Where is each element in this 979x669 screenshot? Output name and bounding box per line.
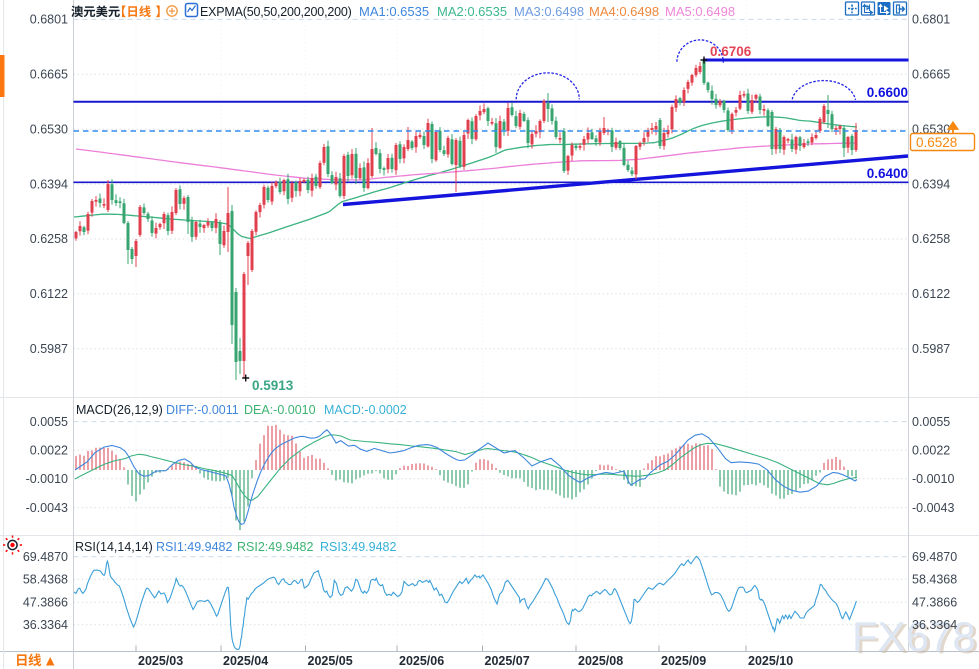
svg-text:0.6665: 0.6665 bbox=[912, 68, 950, 82]
svg-text:RSI1:49.9482: RSI1:49.9482 bbox=[156, 540, 232, 554]
svg-text:47.3866: 47.3866 bbox=[23, 595, 68, 609]
svg-text:2025/08: 2025/08 bbox=[578, 654, 623, 668]
svg-text:0.6122: 0.6122 bbox=[912, 287, 950, 301]
svg-text:0.0022: 0.0022 bbox=[912, 443, 950, 457]
svg-text:36.3364: 36.3364 bbox=[23, 618, 68, 632]
svg-text:-0.0010: -0.0010 bbox=[26, 472, 68, 486]
svg-text:69.4870: 69.4870 bbox=[23, 550, 68, 564]
svg-text:0.5987: 0.5987 bbox=[30, 342, 68, 356]
svg-text:2025/09: 2025/09 bbox=[661, 654, 706, 668]
svg-text:0.5913: 0.5913 bbox=[252, 378, 294, 393]
svg-text:2025/07: 2025/07 bbox=[485, 654, 530, 668]
svg-text:0.6528: 0.6528 bbox=[916, 135, 957, 150]
svg-text:DEA:-0.0010: DEA:-0.0010 bbox=[244, 403, 316, 417]
svg-text:0.0055: 0.0055 bbox=[30, 415, 68, 429]
svg-text:RSI3:49.9482: RSI3:49.9482 bbox=[320, 540, 396, 554]
svg-text:RSI2:49.9482: RSI2:49.9482 bbox=[237, 540, 313, 554]
svg-text:0.6394: 0.6394 bbox=[30, 177, 68, 191]
svg-text:47.3866: 47.3866 bbox=[912, 595, 957, 609]
svg-text:-0.0010: -0.0010 bbox=[912, 472, 954, 486]
svg-text:MACD:-0.0002: MACD:-0.0002 bbox=[324, 403, 407, 417]
svg-text:0.6258: 0.6258 bbox=[30, 232, 68, 246]
svg-text:0.6530: 0.6530 bbox=[30, 122, 68, 136]
svg-text:2025/03: 2025/03 bbox=[138, 654, 183, 668]
svg-text:58.4368: 58.4368 bbox=[23, 572, 68, 586]
svg-text:58.4368: 58.4368 bbox=[912, 572, 957, 586]
svg-text:2025/05: 2025/05 bbox=[308, 654, 353, 668]
svg-text:0.6801: 0.6801 bbox=[912, 13, 950, 27]
svg-text:DIFF:-0.0011: DIFF:-0.0011 bbox=[166, 403, 239, 417]
svg-text:EXPMA(50,50,200,200,200): EXPMA(50,50,200,200,200) bbox=[200, 5, 352, 19]
svg-text:0.6400: 0.6400 bbox=[867, 166, 908, 181]
svg-text:0.0055: 0.0055 bbox=[912, 415, 950, 429]
svg-text:0.6258: 0.6258 bbox=[912, 232, 950, 246]
svg-text:0.6665: 0.6665 bbox=[30, 68, 68, 82]
svg-text:0.5987: 0.5987 bbox=[912, 342, 950, 356]
svg-text:0.6600: 0.6600 bbox=[867, 85, 908, 100]
svg-text:MA4:0.6498: MA4:0.6498 bbox=[589, 4, 659, 19]
svg-text:0.6801: 0.6801 bbox=[30, 13, 68, 27]
svg-text:MACD(26,12,9): MACD(26,12,9) bbox=[76, 403, 163, 417]
svg-text:36.3364: 36.3364 bbox=[912, 618, 957, 632]
svg-text:FX678: FX678 bbox=[852, 613, 976, 660]
svg-text:0.6706: 0.6706 bbox=[710, 44, 752, 59]
svg-text:2025/06: 2025/06 bbox=[399, 654, 444, 668]
svg-text:0.6122: 0.6122 bbox=[30, 287, 68, 301]
svg-text:RSI(14,14,14): RSI(14,14,14) bbox=[75, 540, 153, 554]
svg-text:69.4870: 69.4870 bbox=[912, 550, 957, 564]
svg-text:0.6394: 0.6394 bbox=[912, 177, 950, 191]
svg-text:2025/10: 2025/10 bbox=[748, 654, 793, 668]
svg-text:FX678: FX678 bbox=[855, 615, 979, 662]
svg-text:MA3:0.6498: MA3:0.6498 bbox=[514, 4, 584, 19]
svg-text:MA5:0.6498: MA5:0.6498 bbox=[665, 4, 735, 19]
svg-text:MA1:0.6535: MA1:0.6535 bbox=[359, 4, 429, 19]
svg-text:0.0022: 0.0022 bbox=[30, 443, 68, 457]
svg-text:-0.0043: -0.0043 bbox=[912, 501, 954, 515]
svg-text:MA2:0.6535: MA2:0.6535 bbox=[437, 4, 507, 19]
svg-text:2025/04: 2025/04 bbox=[223, 654, 268, 668]
svg-text:-0.0043: -0.0043 bbox=[26, 501, 68, 515]
